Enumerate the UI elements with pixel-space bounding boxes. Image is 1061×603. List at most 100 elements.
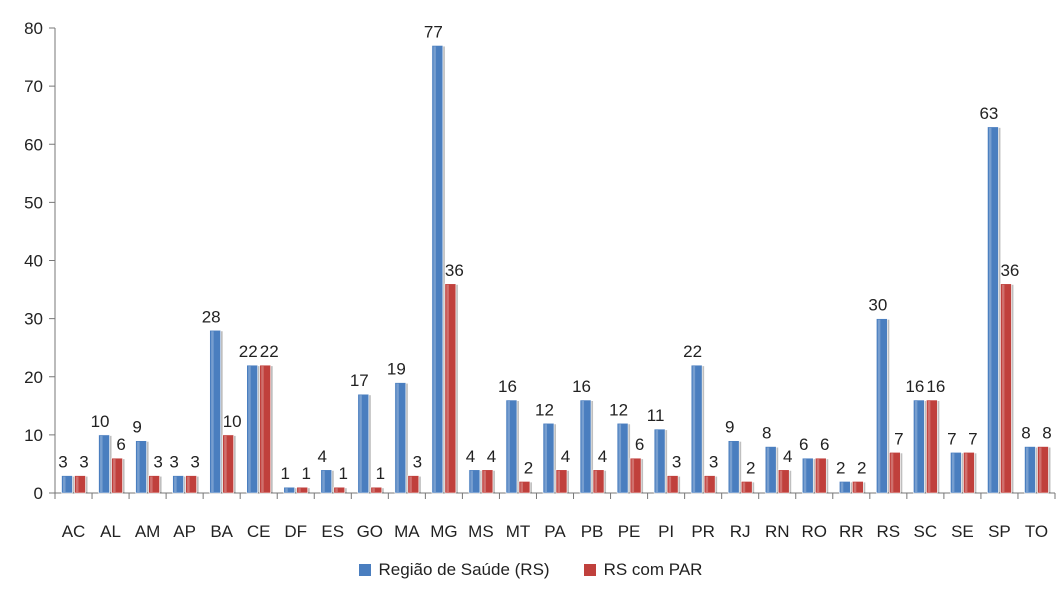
x-tick-label: MA	[394, 522, 420, 541]
bar-regiao-de-saude	[98, 434, 110, 494]
data-label: 3	[169, 453, 178, 472]
data-label: 16	[572, 377, 591, 396]
bar-highlight	[483, 470, 486, 492]
x-tick-label: PB	[581, 522, 604, 541]
bar-highlight	[507, 401, 510, 492]
bar-rs-com-par	[629, 457, 642, 494]
data-label: 6	[820, 435, 829, 454]
y-tick-label: 60	[24, 135, 43, 154]
axes: 0 10 20 30 40 50 60 70 80	[24, 19, 1056, 503]
data-label: 10	[91, 412, 110, 431]
bar-rs-com-par	[1037, 446, 1049, 494]
x-tick-label: DF	[284, 522, 307, 541]
bar-regiao-de-saude	[357, 393, 370, 494]
bar-regiao-de-saude	[1024, 446, 1036, 494]
bar-highlight	[890, 453, 894, 492]
bar-regiao-de-saude	[653, 428, 666, 494]
bar-highlight	[261, 366, 264, 492]
bar-rs-com-par	[259, 364, 272, 494]
bar-rs-com-par	[814, 457, 827, 494]
x-tick-label: GO	[357, 522, 383, 541]
data-label: 36	[445, 261, 464, 280]
x-tick-label: RO	[802, 522, 828, 541]
bar-regiao-de-saude	[542, 422, 555, 494]
bar-rs-com-par	[703, 475, 716, 494]
bar-highlight	[1025, 447, 1029, 492]
y-tick-label: 80	[24, 19, 43, 38]
bar-regiao-de-saude	[468, 469, 481, 494]
y-tick-label: 40	[24, 252, 43, 271]
x-tick-label: PA	[544, 522, 566, 541]
bar-regiao-de-saude	[838, 481, 851, 494]
legend-label-series-1: Região de Saúde (RS)	[378, 560, 550, 579]
bar-highlight	[446, 284, 449, 492]
data-label: 6	[799, 435, 808, 454]
bar-rs-com-par	[963, 452, 975, 494]
y-tick-label: 20	[24, 368, 43, 387]
data-label: 4	[487, 447, 496, 466]
bar-highlight	[335, 488, 338, 492]
bar-highlight	[137, 441, 140, 492]
bar-highlight	[766, 447, 770, 492]
data-label: 16	[498, 377, 517, 396]
data-label: 4	[598, 447, 607, 466]
data-label: 7	[968, 429, 977, 448]
bar-highlight	[224, 435, 227, 492]
bar-regiao-de-saude	[764, 446, 777, 494]
bar-regiao-de-saude	[246, 364, 259, 494]
bar-highlight	[779, 470, 783, 492]
legend-item-series-2: RS com PAR	[583, 560, 702, 580]
bar-highlight	[816, 459, 820, 492]
bar-rs-com-par	[333, 486, 346, 494]
bar-regiao-de-saude	[505, 399, 518, 494]
data-label: 1	[339, 464, 348, 483]
bar-highlight	[174, 476, 177, 492]
bar-highlight	[285, 488, 288, 492]
y-tick-label: 0	[34, 484, 43, 503]
bar-highlight	[396, 383, 399, 492]
x-tick-label: RJ	[730, 522, 751, 541]
bar-highlight	[927, 401, 931, 492]
bar-regiao-de-saude	[987, 126, 999, 494]
x-tick-label: ES	[321, 522, 344, 541]
bar-rs-com-par	[296, 486, 309, 494]
data-label: 3	[709, 453, 718, 472]
bar-rs-com-par	[555, 469, 568, 494]
bar-regiao-de-saude	[801, 457, 814, 494]
x-tick-label: SC	[914, 522, 938, 541]
bar-highlight	[298, 488, 301, 492]
x-tick-label: AP	[173, 522, 196, 541]
bar-regiao-de-saude	[579, 399, 592, 494]
data-label: 36	[1000, 261, 1019, 280]
bar-regiao-de-saude	[431, 45, 444, 494]
bar-highlight	[520, 482, 523, 492]
x-tick-label: AM	[135, 522, 161, 541]
data-label: 4	[318, 447, 327, 466]
bar-highlight	[248, 366, 251, 492]
bar-highlight	[692, 366, 696, 492]
bar-rs-com-par	[444, 283, 457, 494]
data-label: 3	[153, 453, 162, 472]
data-label: 12	[535, 400, 554, 419]
data-label: 22	[260, 342, 279, 361]
data-label: 6	[635, 435, 644, 454]
data-label: 8	[1042, 424, 1051, 443]
x-tick-label: RR	[839, 522, 864, 541]
bar-highlight	[594, 470, 598, 492]
data-label: 4	[466, 447, 475, 466]
legend: Região de Saúde (RS) RS com PAR	[0, 560, 1061, 580]
bar-rs-com-par	[592, 469, 605, 494]
data-label: 7	[947, 429, 956, 448]
bars	[61, 45, 1051, 494]
data-label: 4	[561, 447, 570, 466]
x-tick-label: SE	[951, 522, 974, 541]
bar-highlight	[409, 476, 412, 492]
legend-item-series-1: Região de Saúde (RS)	[358, 560, 550, 580]
data-label: 77	[424, 22, 443, 41]
bar-highlight	[1038, 447, 1042, 492]
bar-rs-com-par	[518, 481, 531, 494]
bar-highlight	[631, 459, 635, 492]
data-label: 2	[857, 458, 866, 477]
bar-highlight	[988, 127, 992, 492]
